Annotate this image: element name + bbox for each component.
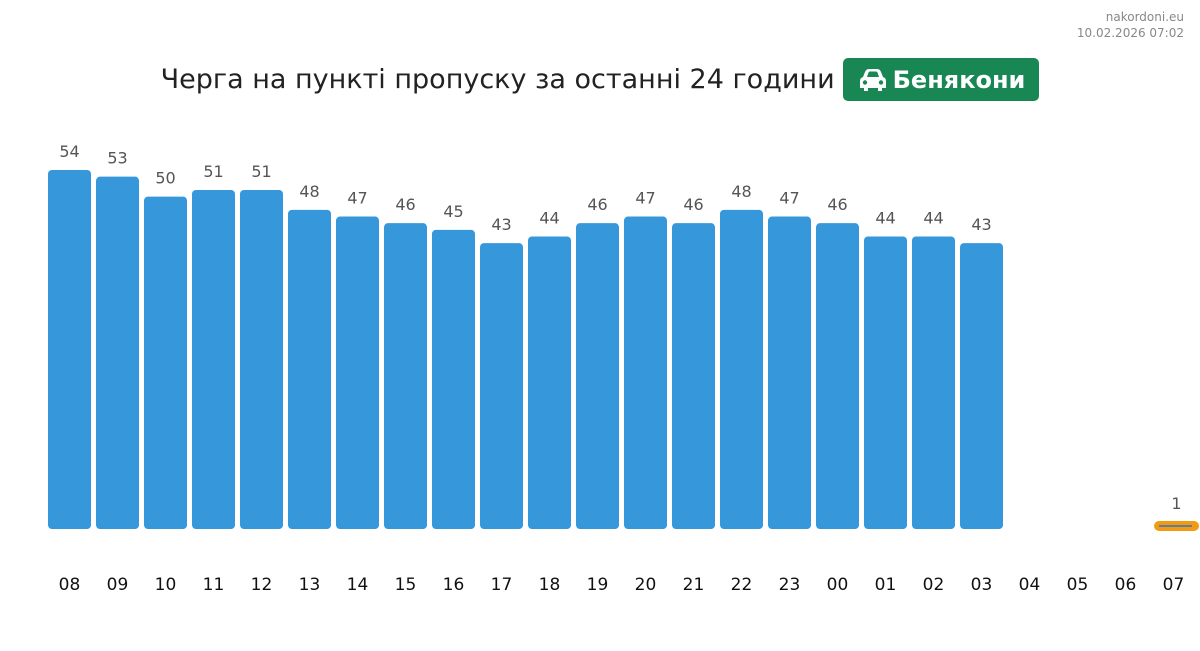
data-label: 48 xyxy=(731,182,751,201)
timestamp: 10.02.2026 07:02 xyxy=(1076,26,1184,40)
data-label: 54 xyxy=(59,142,79,161)
x-tick-label: 14 xyxy=(347,575,369,595)
data-label: 44 xyxy=(539,208,559,227)
car-icon xyxy=(859,68,886,91)
data-label: 46 xyxy=(683,195,703,214)
bar[interactable] xyxy=(96,176,139,530)
data-label: 46 xyxy=(587,195,607,214)
x-tick-label: 10 xyxy=(155,575,177,595)
data-label: 51 xyxy=(251,162,271,181)
data-label: 46 xyxy=(827,195,847,214)
site-info: nakordoni.eu 10.02.2026 07:02 xyxy=(1077,9,1184,41)
x-tick-label: 01 xyxy=(875,575,897,595)
bar[interactable] xyxy=(432,229,475,530)
data-label: 47 xyxy=(779,189,799,208)
x-tick-label: 04 xyxy=(1019,575,1041,595)
bar[interactable] xyxy=(720,209,763,529)
x-tick-label: 15 xyxy=(395,575,417,595)
x-tick-label: 13 xyxy=(299,575,321,595)
data-label: 43 xyxy=(971,215,991,234)
checkpoint-name: Бенякони xyxy=(892,65,1026,94)
bar[interactable] xyxy=(288,209,331,529)
bar[interactable] xyxy=(816,223,859,529)
bar[interactable] xyxy=(336,216,379,529)
bar[interactable] xyxy=(864,236,907,529)
data-label: 45 xyxy=(443,202,463,221)
x-tick-label: 03 xyxy=(971,575,993,595)
bar[interactable] xyxy=(768,216,811,529)
x-tick-label: 22 xyxy=(731,575,753,595)
data-label: 43 xyxy=(491,215,511,234)
data-label: 47 xyxy=(635,189,655,208)
checkpoint-badge: Бенякони xyxy=(842,58,1040,101)
data-label: 50 xyxy=(155,169,175,188)
bar[interactable] xyxy=(912,236,955,529)
x-tick-label: 16 xyxy=(443,575,465,595)
bar[interactable] xyxy=(576,223,619,529)
bar[interactable] xyxy=(672,223,715,529)
x-tick-label: 19 xyxy=(587,575,609,595)
data-label: 47 xyxy=(347,189,367,208)
x-tick-label: 11 xyxy=(203,575,225,595)
x-tick-label: 00 xyxy=(827,575,849,595)
x-tick-label: 17 xyxy=(491,575,513,595)
site-name: nakordoni.eu xyxy=(1105,10,1184,24)
data-label: 46 xyxy=(395,195,415,214)
bar[interactable] xyxy=(624,216,667,529)
x-tick-label: 18 xyxy=(539,575,561,595)
bar[interactable] xyxy=(192,189,235,529)
x-tick-label: 09 xyxy=(107,575,129,595)
x-tick-label: 02 xyxy=(923,575,945,595)
chart-header: Черга на пункті пропуску за останні 24 г… xyxy=(0,58,1200,101)
bar[interactable] xyxy=(384,223,427,529)
bar[interactable] xyxy=(528,236,571,529)
x-tick-label: 20 xyxy=(635,575,657,595)
x-tick-label: 07 xyxy=(1163,575,1185,595)
data-label: 1 xyxy=(1171,494,1181,513)
bar[interactable] xyxy=(960,243,1003,529)
bar[interactable] xyxy=(144,196,187,529)
x-tick-label: 21 xyxy=(683,575,705,595)
data-label: 44 xyxy=(923,208,943,227)
bar[interactable] xyxy=(240,189,283,529)
data-label: 44 xyxy=(875,208,895,227)
bar[interactable] xyxy=(48,170,91,529)
x-tick-label: 08 xyxy=(59,575,81,595)
bar[interactable] xyxy=(480,243,523,529)
chart-title: Черга на пункті пропуску за останні 24 г… xyxy=(160,64,835,95)
x-tick-label: 12 xyxy=(251,575,273,595)
data-label: 53 xyxy=(107,149,127,168)
data-label: 48 xyxy=(299,182,319,201)
x-tick-label: 06 xyxy=(1115,575,1137,595)
x-tick-label: 05 xyxy=(1067,575,1089,595)
data-label: 51 xyxy=(203,162,223,181)
x-tick-label: 23 xyxy=(779,575,801,595)
